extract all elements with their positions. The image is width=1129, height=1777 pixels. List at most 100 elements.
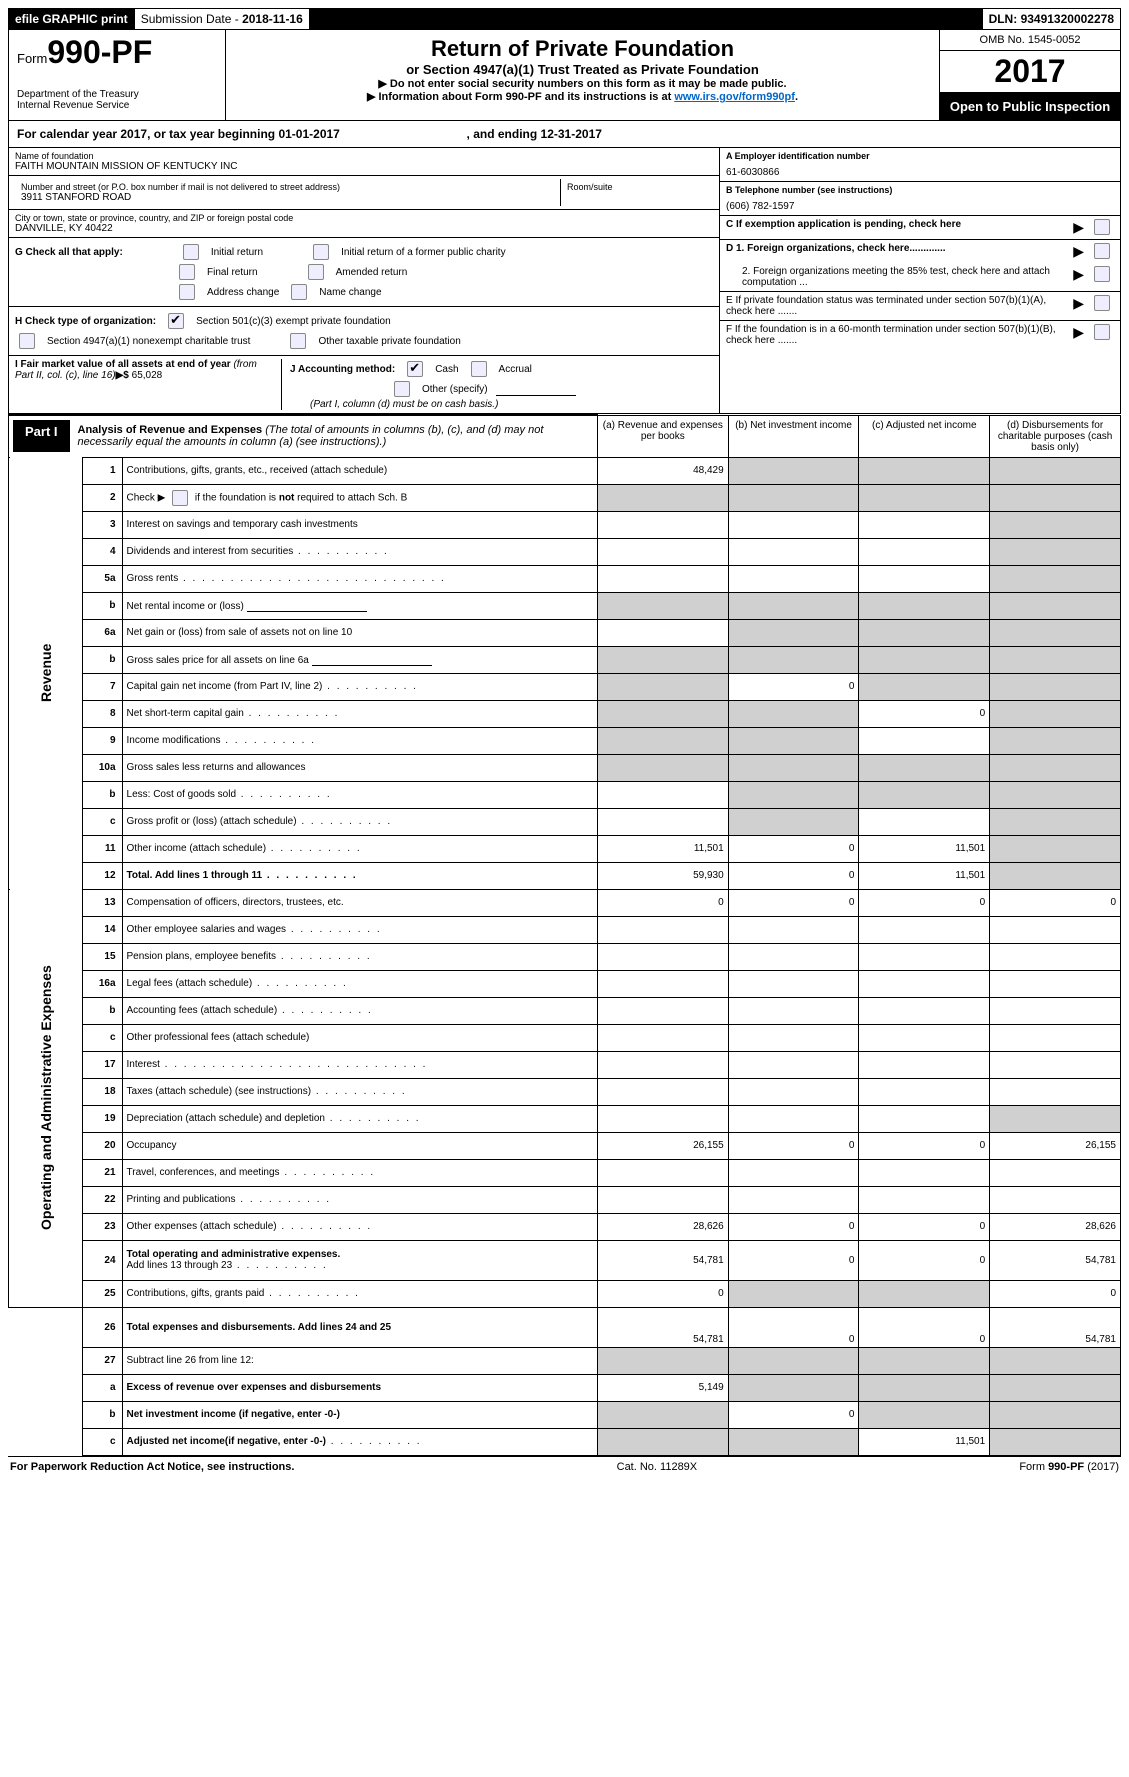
col-a-header: (a) Revenue and expenses per books: [597, 415, 728, 457]
chk-4947[interactable]: [19, 333, 35, 349]
chk-accrual[interactable]: [471, 361, 487, 377]
row-3: 3Interest on savings and temporary cash …: [9, 511, 1121, 538]
row-27a: aExcess of revenue over expenses and dis…: [9, 1374, 1121, 1401]
chk-d2[interactable]: [1094, 266, 1110, 282]
row-16c: cOther professional fees (attach schedul…: [9, 1024, 1121, 1051]
chk-amended-return[interactable]: [308, 264, 324, 280]
row-4: 4Dividends and interest from securities: [9, 538, 1121, 565]
omb-number: OMB No. 1545-0052: [940, 30, 1120, 51]
part1-table: Part I Analysis of Revenue and Expenses …: [8, 414, 1121, 1456]
footer-mid: Cat. No. 11289X: [617, 1461, 698, 1473]
row-25: 25Contributions, gifts, grants paid00: [9, 1280, 1121, 1307]
irs-link[interactable]: www.irs.gov/form990pf: [674, 91, 795, 103]
chk-name-change[interactable]: [291, 284, 307, 300]
row-27b: bNet investment income (if negative, ent…: [9, 1401, 1121, 1428]
row-5b: bNet rental income or (loss): [9, 592, 1121, 619]
row-18: 18Taxes (attach schedule) (see instructi…: [9, 1078, 1121, 1105]
chk-f[interactable]: [1094, 324, 1110, 340]
row-19: 19Depreciation (attach schedule) and dep…: [9, 1105, 1121, 1132]
city-cell: City or town, state or province, country…: [9, 210, 719, 238]
row-10a: 10aGross sales less returns and allowanc…: [9, 754, 1121, 781]
item-e: E If private foundation status was termi…: [720, 292, 1120, 321]
header-right: OMB No. 1545-0052 2017 Open to Public In…: [939, 30, 1120, 120]
info-right: A Employer identification number 61-6030…: [719, 148, 1120, 413]
row-13: Operating and Administrative Expenses 13…: [9, 889, 1121, 916]
top-bar-spacer: [310, 9, 983, 29]
chk-initial-return[interactable]: [183, 244, 199, 260]
row-16b: bAccounting fees (attach schedule): [9, 997, 1121, 1024]
phone-cell: B Telephone number (see instructions) (6…: [720, 182, 1120, 216]
revenue-side-label: Revenue: [9, 457, 83, 889]
row-6b: bGross sales price for all assets on lin…: [9, 646, 1121, 673]
chk-501c3[interactable]: [168, 313, 184, 329]
footer-left: For Paperwork Reduction Act Notice, see …: [10, 1461, 294, 1473]
chk-initial-former[interactable]: [313, 244, 329, 260]
row-5a: 5aGross rents: [9, 565, 1121, 592]
item-c: C If exemption application is pending, c…: [720, 216, 1120, 240]
efile-label: efile GRAPHIC print: [9, 9, 135, 29]
open-to-public: Open to Public Inspection: [940, 93, 1120, 120]
row-1: Revenue 1Contributions, gifts, grants, e…: [9, 457, 1121, 484]
info-grid: Name of foundation FAITH MOUNTAIN MISSIO…: [8, 148, 1121, 414]
chk-cash[interactable]: [407, 361, 423, 377]
dln: DLN: 93491320002278: [983, 9, 1120, 29]
page-footer: For Paperwork Reduction Act Notice, see …: [8, 1456, 1121, 1477]
dept-line2: Internal Revenue Service: [17, 100, 217, 111]
part1-header-row: Part I Analysis of Revenue and Expenses …: [9, 415, 1121, 457]
row-16a: 16aLegal fees (attach schedule): [9, 970, 1121, 997]
row-7: 7Capital gain net income (from Part IV, …: [9, 673, 1121, 700]
section-g: G Check all that apply: Initial return I…: [9, 238, 719, 307]
form-word: Form: [17, 51, 47, 66]
row-15: 15Pension plans, employee benefits: [9, 943, 1121, 970]
row-23: 23Other expenses (attach schedule)28,626…: [9, 1213, 1121, 1240]
row-22: 22Printing and publications: [9, 1186, 1121, 1213]
form-header: Form990-PF Department of the Treasury In…: [8, 30, 1121, 121]
form-title: Return of Private Foundation: [232, 36, 933, 62]
chk-address-change[interactable]: [179, 284, 195, 300]
row-17: 17Interest: [9, 1051, 1121, 1078]
chk-other-method[interactable]: [394, 381, 410, 397]
tax-year: 2017: [940, 51, 1120, 93]
calendar-year-line: For calendar year 2017, or tax year begi…: [8, 121, 1121, 148]
col-b-header: (b) Net investment income: [728, 415, 859, 457]
expenses-side-label: Operating and Administrative Expenses: [9, 889, 83, 1307]
chk-other-taxable[interactable]: [290, 333, 306, 349]
footer-right: Form 990-PF (2017): [1019, 1461, 1119, 1473]
form-subtitle: or Section 4947(a)(1) Trust Treated as P…: [232, 62, 933, 77]
form-number: 990-PF: [47, 34, 152, 70]
row-9: 9Income modifications: [9, 727, 1121, 754]
submission-date: Submission Date - 2018-11-16: [135, 9, 310, 29]
col-c-header: (c) Adjusted net income: [859, 415, 990, 457]
header-left: Form990-PF Department of the Treasury In…: [9, 30, 226, 120]
row-8: 8Net short-term capital gain0: [9, 700, 1121, 727]
header-mid: Return of Private Foundation or Section …: [226, 30, 939, 120]
part1-title: Analysis of Revenue and Expenses (The to…: [70, 420, 593, 452]
item-f: F If the foundation is in a 60-month ter…: [720, 321, 1120, 349]
top-bar: efile GRAPHIC print Submission Date - 20…: [8, 8, 1121, 30]
chk-d1[interactable]: [1094, 243, 1110, 259]
row-2: 2 Check ▶ if the foundation is not requi…: [9, 484, 1121, 511]
form-info-link-line: ▶ Information about Form 990-PF and its …: [232, 90, 933, 103]
row-20: 20Occupancy26,1550026,155: [9, 1132, 1121, 1159]
street-row: Number and street (or P.O. box number if…: [9, 176, 719, 210]
chk-final-return[interactable]: [179, 264, 195, 280]
row-11: 11Other income (attach schedule)11,50101…: [9, 835, 1121, 862]
section-i-j: I Fair market value of all assets at end…: [9, 356, 719, 413]
info-left: Name of foundation FAITH MOUNTAIN MISSIO…: [9, 148, 719, 413]
row-24: 24Total operating and administrative exp…: [9, 1240, 1121, 1280]
row-10b: bLess: Cost of goods sold: [9, 781, 1121, 808]
chk-schb[interactable]: [172, 490, 188, 506]
section-h: H Check type of organization: Section 50…: [9, 307, 719, 356]
row-6a: 6aNet gain or (loss) from sale of assets…: [9, 619, 1121, 646]
part1-label: Part I: [13, 420, 70, 452]
foundation-name-cell: Name of foundation FAITH MOUNTAIN MISSIO…: [9, 148, 719, 176]
dept-line1: Department of the Treasury: [17, 89, 217, 100]
row-12: 12Total. Add lines 1 through 1159,930011…: [9, 862, 1121, 889]
row-14: 14Other employee salaries and wages: [9, 916, 1121, 943]
row-21: 21Travel, conferences, and meetings: [9, 1159, 1121, 1186]
chk-c[interactable]: [1094, 219, 1110, 235]
chk-e[interactable]: [1094, 295, 1110, 311]
ein-cell: A Employer identification number 61-6030…: [720, 148, 1120, 182]
form-warning: ▶ Do not enter social security numbers o…: [232, 77, 933, 90]
row-27: 27Subtract line 26 from line 12:: [9, 1347, 1121, 1374]
